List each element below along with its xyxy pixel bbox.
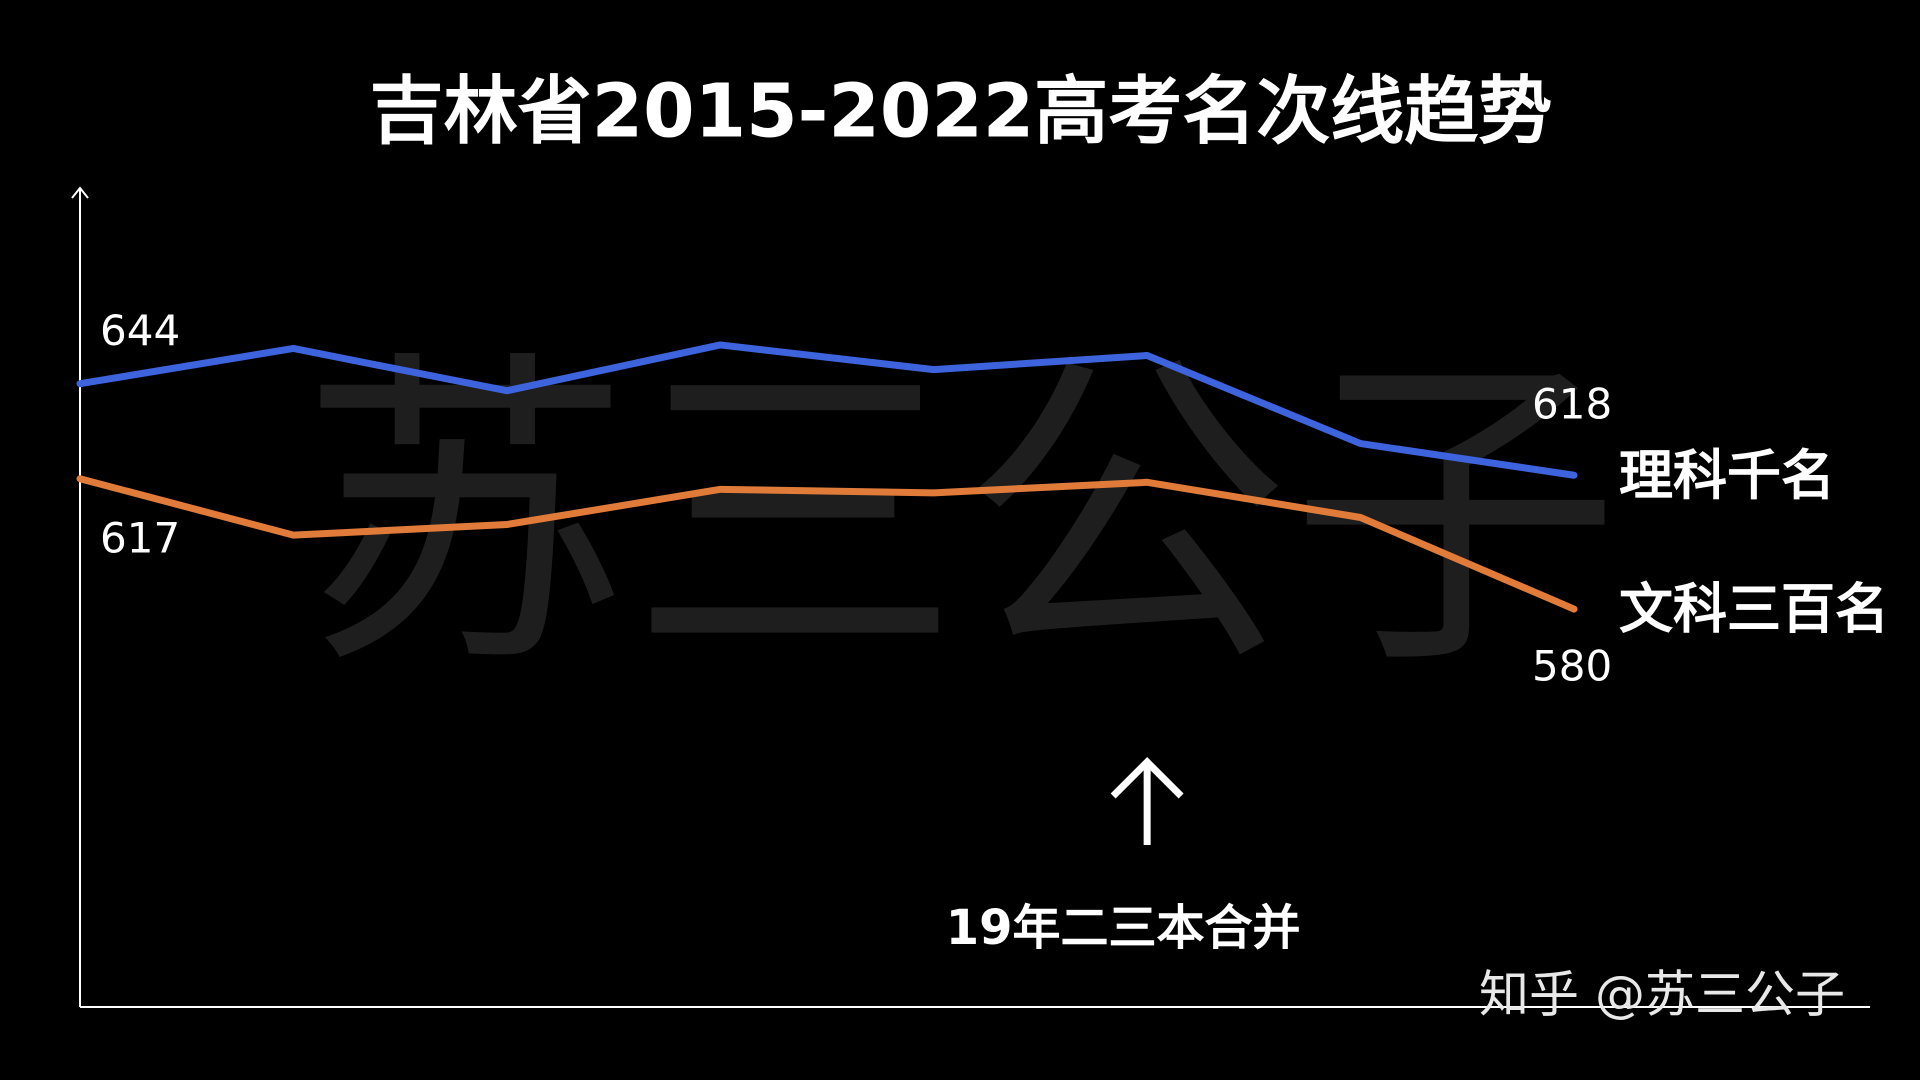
annotation: 19年二三本合并 <box>946 900 1301 956</box>
value-label: 580 <box>1532 642 1612 691</box>
watermark: 苏三公子 <box>300 324 1620 708</box>
value-label: 644 <box>100 306 180 355</box>
series-label: 理科千名 <box>1619 444 1835 507</box>
value-label: 618 <box>1532 380 1612 429</box>
value-label: 617 <box>100 513 180 562</box>
series-label: 文科三百名 <box>1619 578 1889 641</box>
credit: 知乎 @苏三公子 <box>1479 966 1845 1024</box>
chart-title: 吉林省2015-2022高考名次线趋势 <box>370 69 1553 155</box>
annotation-arrowhead <box>1110 757 1184 799</box>
data-line <box>76 475 1578 613</box>
y-axis-arrow <box>71 186 89 199</box>
data-line <box>76 341 1578 479</box>
